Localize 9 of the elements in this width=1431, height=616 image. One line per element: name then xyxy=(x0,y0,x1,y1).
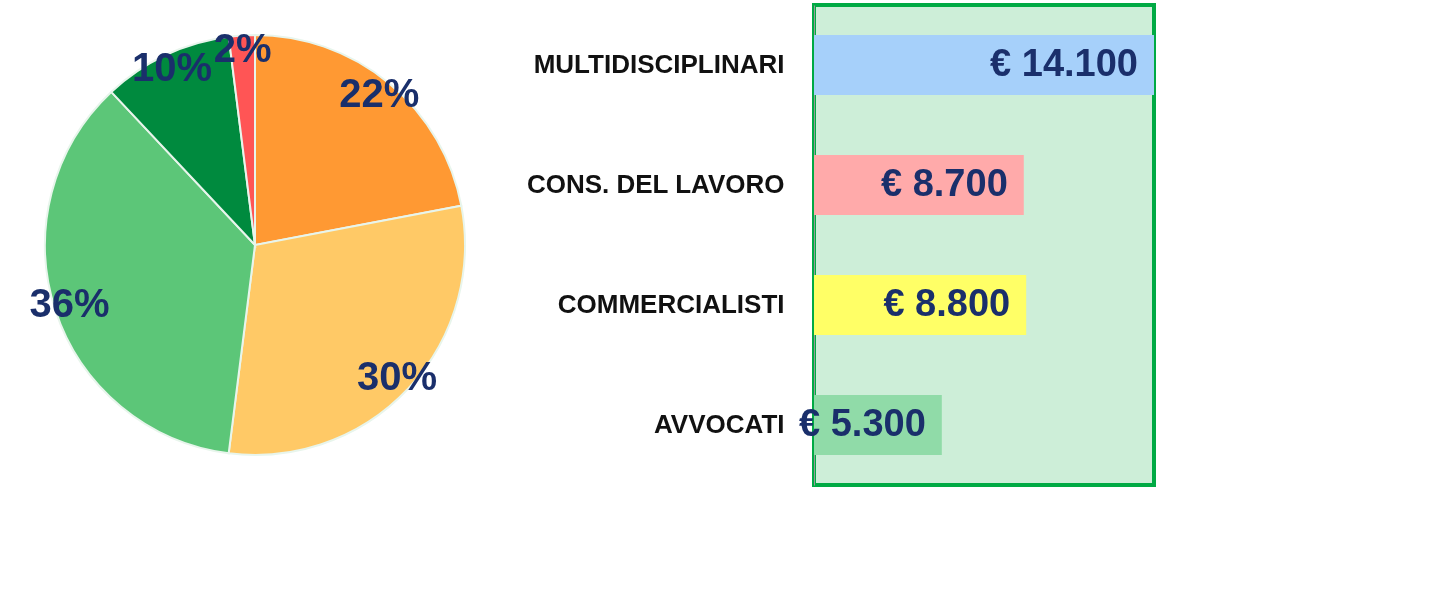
data-label: 10% xyxy=(131,44,212,89)
y-tick-label: CONS. DEL LAVORO xyxy=(526,169,785,199)
y-tick-label: MULTIDISCIPLINARI xyxy=(533,49,785,79)
y-tick-label: AVVOCATI xyxy=(654,409,785,439)
data-label: € 8.700 xyxy=(880,162,1008,204)
data-label: € 8.800 xyxy=(883,282,1011,324)
data-label: € 14.100 xyxy=(990,42,1138,84)
bar xyxy=(814,35,1154,95)
y-tick-label: COMMERCIALISTI xyxy=(557,289,785,319)
